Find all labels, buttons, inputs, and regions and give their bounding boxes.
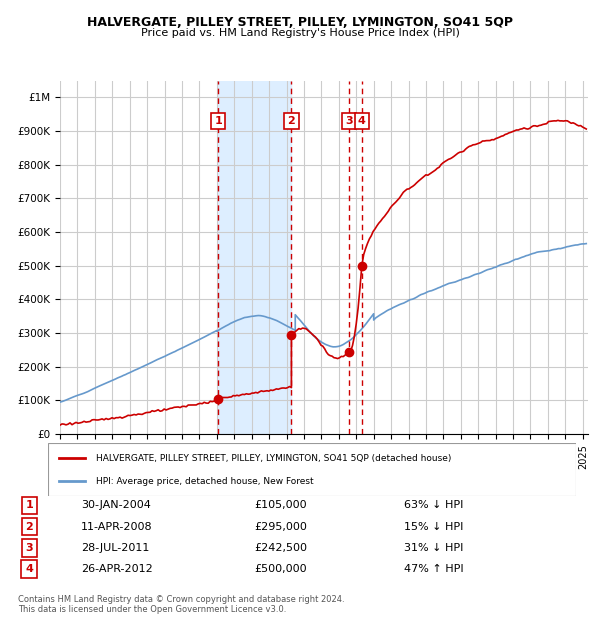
Text: 31% ↓ HPI: 31% ↓ HPI <box>404 542 463 552</box>
Text: 30-JAN-2004: 30-JAN-2004 <box>81 500 151 510</box>
Text: HALVERGATE, PILLEY STREET, PILLEY, LYMINGTON, SO41 5QP: HALVERGATE, PILLEY STREET, PILLEY, LYMIN… <box>87 16 513 29</box>
Text: 11-APR-2008: 11-APR-2008 <box>81 521 153 531</box>
Text: £295,000: £295,000 <box>254 521 307 531</box>
Text: 26-APR-2012: 26-APR-2012 <box>81 564 153 574</box>
Text: HALVERGATE, PILLEY STREET, PILLEY, LYMINGTON, SO41 5QP (detached house): HALVERGATE, PILLEY STREET, PILLEY, LYMIN… <box>95 454 451 463</box>
Text: 47% ↑ HPI: 47% ↑ HPI <box>404 564 463 574</box>
Text: £242,500: £242,500 <box>254 542 307 552</box>
FancyBboxPatch shape <box>48 443 576 496</box>
Text: 4: 4 <box>358 116 366 126</box>
Text: £105,000: £105,000 <box>254 500 307 510</box>
Text: 1: 1 <box>25 500 33 510</box>
Text: 3: 3 <box>345 116 353 126</box>
Text: 63% ↓ HPI: 63% ↓ HPI <box>404 500 463 510</box>
Text: 2: 2 <box>25 521 33 531</box>
Text: 3: 3 <box>25 542 33 552</box>
Text: This data is licensed under the Open Government Licence v3.0.: This data is licensed under the Open Gov… <box>18 604 286 614</box>
Text: 4: 4 <box>25 564 33 574</box>
Text: 2: 2 <box>287 116 295 126</box>
Text: Price paid vs. HM Land Registry's House Price Index (HPI): Price paid vs. HM Land Registry's House … <box>140 28 460 38</box>
Bar <box>218 81 292 434</box>
Text: £500,000: £500,000 <box>254 564 307 574</box>
Text: 28-JUL-2011: 28-JUL-2011 <box>81 542 149 552</box>
Text: 15% ↓ HPI: 15% ↓ HPI <box>404 521 463 531</box>
Text: HPI: Average price, detached house, New Forest: HPI: Average price, detached house, New … <box>95 477 313 485</box>
Text: 1: 1 <box>214 116 222 126</box>
Text: Contains HM Land Registry data © Crown copyright and database right 2024.: Contains HM Land Registry data © Crown c… <box>18 595 344 604</box>
